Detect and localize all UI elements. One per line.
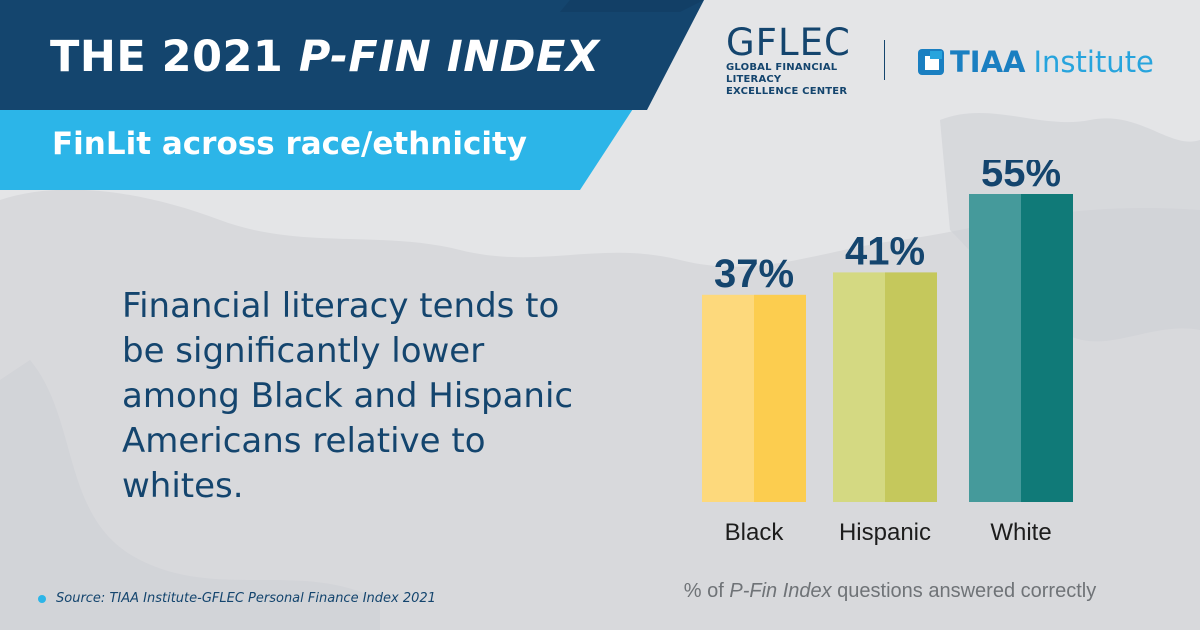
value-label-black: 37% [714, 252, 794, 296]
bar-black-dark-half [754, 294, 806, 502]
bar-white-light-half [969, 194, 1021, 502]
logo-divider [884, 40, 885, 80]
bar-hispanic-dark-half [885, 272, 937, 502]
x-axis-label-part-1: % of [684, 580, 730, 602]
category-label-white: White [990, 519, 1051, 546]
bar-white [969, 194, 1073, 502]
tiaa-institute-logo: TIAA Institute [916, 40, 1154, 84]
bullet-dot [38, 594, 46, 603]
category-label-black: Black [725, 519, 785, 546]
bar-black-light-half [702, 294, 754, 502]
bars-layer [702, 194, 1073, 502]
x-axis-label-part-2: P-Fin Index [729, 580, 832, 602]
bar-hispanic-light-half [833, 272, 885, 502]
source-note: Source: TIAA Institute-GFLEC Personal Fi… [38, 591, 436, 606]
x-axis-label-part-3: questions answered correctly [832, 580, 1097, 602]
value-label-white: 55% [981, 160, 1061, 195]
gflec-line-2: EXCELLENCE CENTER [726, 86, 848, 97]
bar-white-dark-half [1021, 194, 1073, 502]
labels-layer: 37% Black 41% Hispanic 55% White [714, 160, 1061, 546]
tiaa-bold-text: TIAA [950, 45, 1026, 79]
category-label-hispanic: Hispanic [839, 519, 931, 546]
page-title: THE 2021 P-FIN INDEX [50, 32, 599, 82]
bar-hispanic [833, 272, 937, 502]
bar-chart: 37% Black 41% Hispanic 55% White % of P-Fin I… [684, 160, 1096, 602]
gflec-line-1: GLOBAL FINANCIAL LITERACY [726, 62, 838, 85]
source-text: Source: TIAA Institute-GFLEC Personal Fi… [56, 591, 436, 606]
bar-black [702, 294, 806, 502]
page-subtitle: FinLit across race/ethnicity [52, 126, 528, 162]
title-banner [0, 0, 704, 190]
gflec-name: GFLEC [726, 21, 851, 64]
title-italic: P-FIN INDEX [298, 32, 600, 82]
tiaa-square-icon [918, 49, 944, 75]
title-main: THE 2021 [50, 32, 284, 82]
gflec-logo: GFLEC GLOBAL FINANCIAL LITERACY EXCELLEN… [726, 21, 866, 98]
key-statement: Financial literacy tends to be significa… [122, 286, 574, 506]
tiaa-light-text: Institute [1033, 45, 1154, 79]
x-axis-label: % of P-Fin Index questions answered corr… [684, 580, 1096, 602]
value-label-hispanic: 41% [845, 229, 925, 273]
